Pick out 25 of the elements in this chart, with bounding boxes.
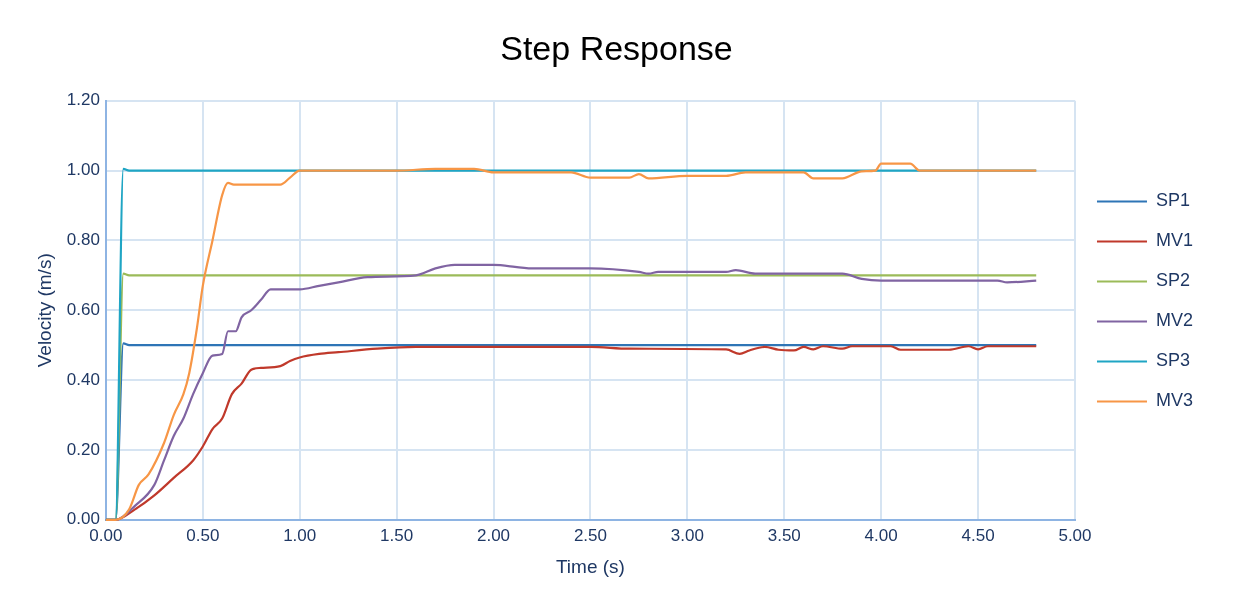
legend-label: SP3 [1155, 350, 1191, 371]
x-tick-label: 4.00 [864, 525, 898, 545]
chart-title: Step Response [500, 28, 733, 67]
x-tick-label: 2.50 [573, 525, 607, 545]
y-axis-title: Velocity (m/s) [33, 253, 55, 368]
y-tick-label: 0.40 [66, 369, 100, 389]
legend-label: MV3 [1155, 390, 1193, 411]
x-tick-label: 3.50 [767, 525, 801, 545]
x-axis-title: Time (s) [555, 555, 625, 577]
legend-label: MV2 [1155, 310, 1193, 331]
y-tick-label: 1.00 [66, 160, 100, 180]
x-tick-label: 1.50 [380, 525, 414, 545]
x-tick-label: 2.00 [476, 525, 511, 545]
y-tick-label: 0.80 [66, 230, 100, 250]
y-tick-label: 0.20 [66, 439, 100, 459]
x-tick-label: 1.00 [283, 525, 317, 545]
legend-label: MV1 [1155, 230, 1193, 251]
x-tick-label: 3.00 [670, 525, 704, 545]
x-tick-label: 0.50 [186, 525, 220, 545]
x-tick-label: 5.00 [1058, 525, 1092, 545]
legend-label: SP1 [1155, 190, 1191, 211]
legend-label: SP2 [1155, 270, 1191, 291]
y-tick-label: 1.20 [66, 90, 100, 110]
x-tick-label: 4.50 [961, 525, 995, 545]
y-tick-label: 0.60 [66, 299, 100, 319]
